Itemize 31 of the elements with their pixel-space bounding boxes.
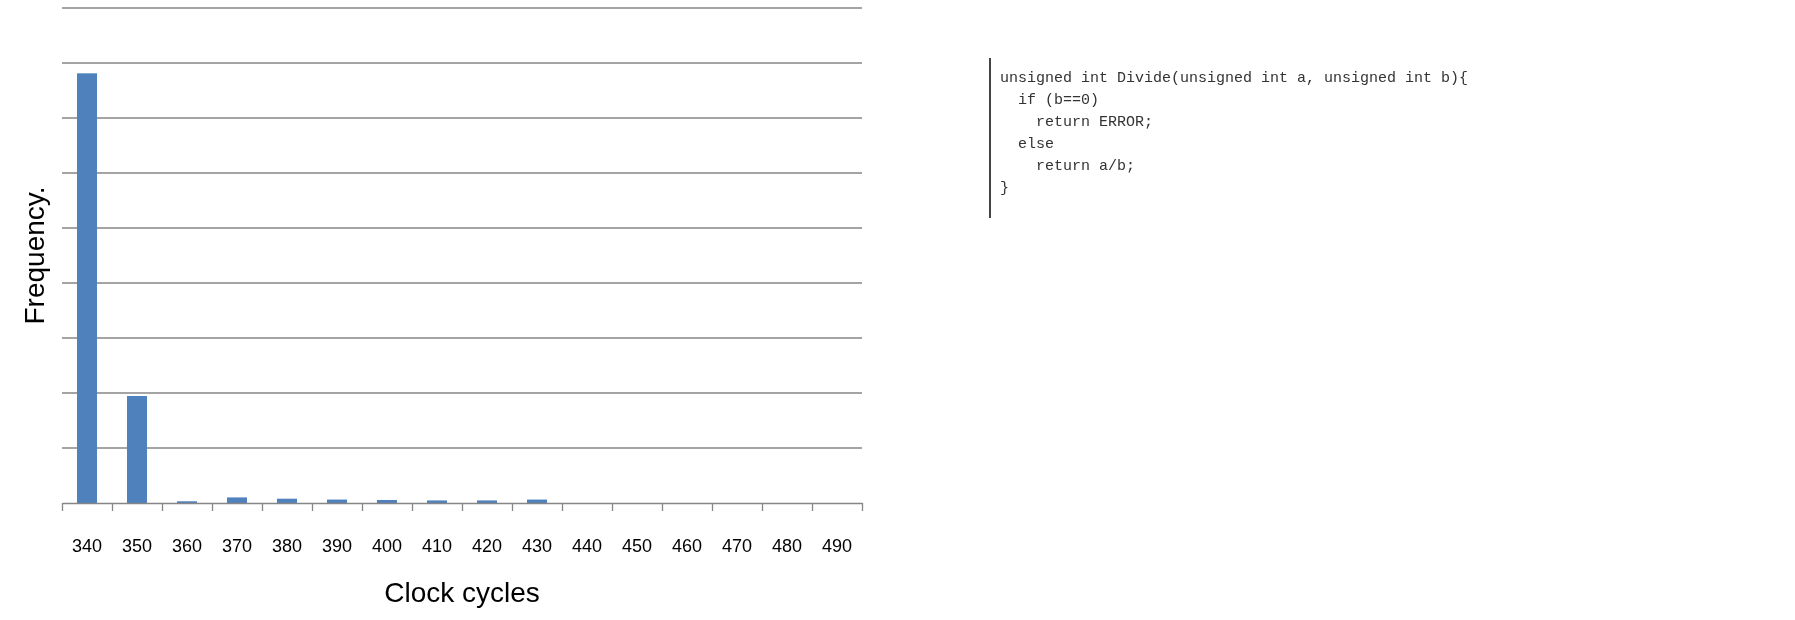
x-tick-label: 340 bbox=[71, 536, 103, 556]
x-tick-label: 470 bbox=[721, 536, 753, 556]
x-tick-label: 480 bbox=[771, 536, 803, 556]
x-tick-label: 360 bbox=[171, 536, 203, 556]
x-tick-label: 440 bbox=[571, 536, 603, 556]
bar bbox=[427, 500, 447, 503]
text: unsigned int Divide(unsigned int a, unsigned int b){ bbox=[1000, 70, 1469, 87]
x-tick-label: 370 bbox=[221, 536, 253, 556]
x-axis-title: Clock cycles bbox=[384, 577, 540, 608]
bar bbox=[227, 497, 247, 503]
x-tick-label: 430 bbox=[521, 536, 553, 556]
text: if (b==0) bbox=[1000, 92, 1100, 109]
x-tick-label: 350 bbox=[121, 536, 153, 556]
bar bbox=[77, 73, 97, 503]
bar bbox=[277, 498, 297, 503]
bar bbox=[127, 396, 147, 503]
x-tick-label: 460 bbox=[671, 536, 703, 556]
x-tick-label: 400 bbox=[371, 536, 403, 556]
x-tick-label: 410 bbox=[421, 536, 453, 556]
text: else bbox=[1000, 136, 1055, 153]
text: return a/b; bbox=[1000, 158, 1136, 175]
y-axis-title: Frequency. bbox=[19, 186, 50, 325]
x-tick-label: 390 bbox=[321, 536, 353, 556]
x-tick-label: 380 bbox=[271, 536, 303, 556]
x-tick-label: 450 bbox=[621, 536, 653, 556]
x-tick-label: 490 bbox=[821, 536, 853, 556]
x-tick-label: 420 bbox=[471, 536, 503, 556]
bar bbox=[377, 499, 397, 503]
text: return ERROR; bbox=[1000, 114, 1154, 131]
bar bbox=[477, 500, 497, 503]
text: } bbox=[1000, 180, 1010, 197]
